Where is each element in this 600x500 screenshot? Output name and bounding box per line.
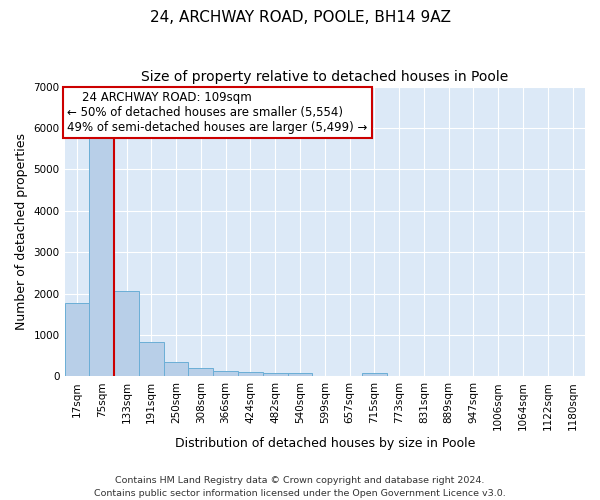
Bar xyxy=(287,374,313,376)
Bar xyxy=(164,362,188,376)
Bar xyxy=(238,372,263,376)
Text: 24 ARCHWAY ROAD: 109sqm
← 50% of detached houses are smaller (5,554)
49% of semi: 24 ARCHWAY ROAD: 109sqm ← 50% of detache… xyxy=(67,91,368,134)
Bar xyxy=(263,372,287,376)
Bar xyxy=(213,372,238,376)
Bar xyxy=(65,302,89,376)
Bar xyxy=(139,342,164,376)
Bar xyxy=(114,291,139,376)
Bar xyxy=(188,368,213,376)
Y-axis label: Number of detached properties: Number of detached properties xyxy=(15,133,28,330)
X-axis label: Distribution of detached houses by size in Poole: Distribution of detached houses by size … xyxy=(175,437,475,450)
Title: Size of property relative to detached houses in Poole: Size of property relative to detached ho… xyxy=(141,70,508,84)
Bar xyxy=(362,372,387,376)
Text: 24, ARCHWAY ROAD, POOLE, BH14 9AZ: 24, ARCHWAY ROAD, POOLE, BH14 9AZ xyxy=(149,10,451,25)
Text: Contains HM Land Registry data © Crown copyright and database right 2024.
Contai: Contains HM Land Registry data © Crown c… xyxy=(94,476,506,498)
Bar xyxy=(89,138,114,376)
